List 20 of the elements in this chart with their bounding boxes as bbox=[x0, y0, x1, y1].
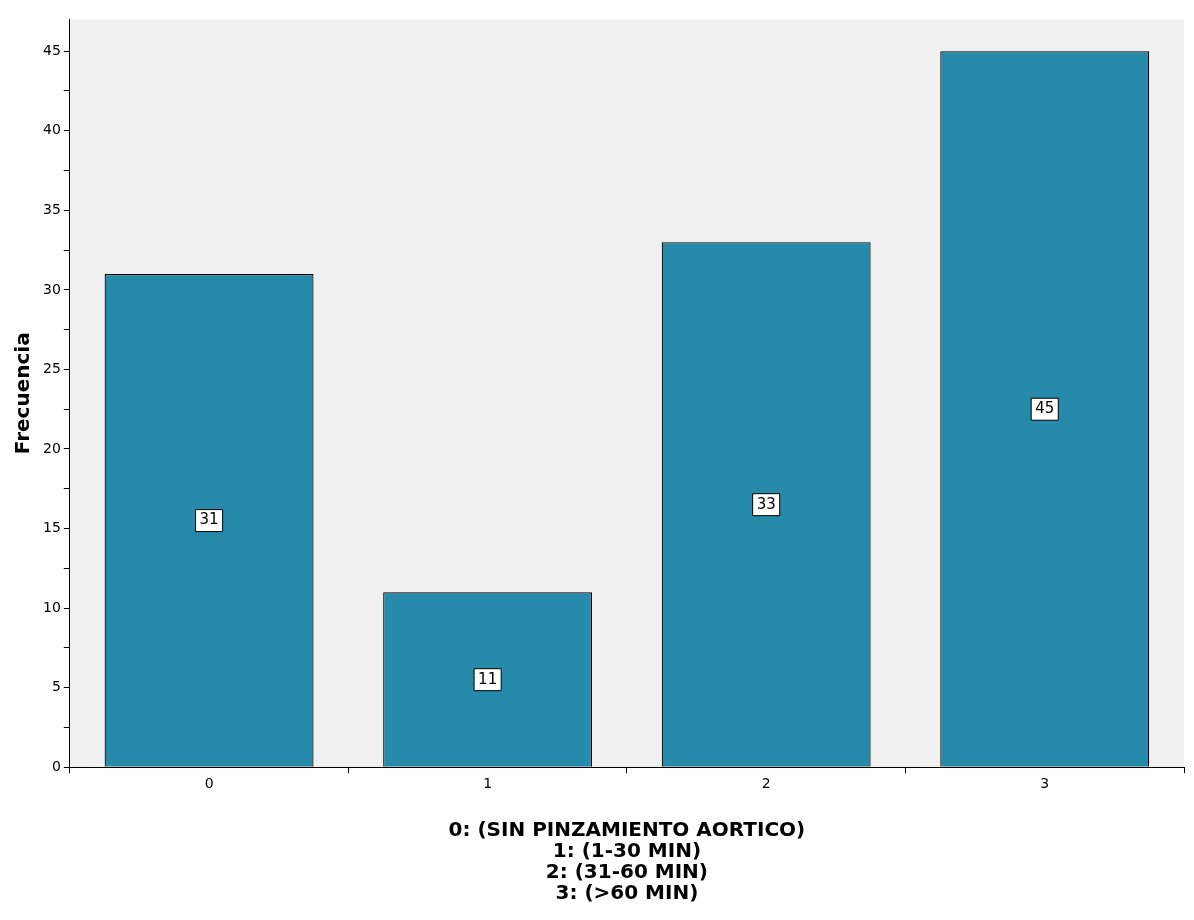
y-tick-label: 10 bbox=[42, 598, 61, 615]
y-tick-label: 20 bbox=[42, 439, 61, 456]
y-tick-label: 5 bbox=[51, 678, 61, 695]
x-tick-label: 2 bbox=[761, 775, 771, 792]
x-tick-label: 3 bbox=[1040, 775, 1050, 792]
y-tick-label: 25 bbox=[42, 360, 61, 377]
data-label: 11 bbox=[478, 669, 498, 688]
x-axis-title: 0: (SIN PINZAMIENTO AORTICO) 1: (1-30 MIN) 2: (31-60 MIN) 3: (>60 MIN) bbox=[448, 816, 806, 904]
y-axis-title: Frecuencia bbox=[10, 332, 35, 455]
data-label: 31 bbox=[199, 510, 219, 529]
y-tick-label: 45 bbox=[42, 41, 61, 58]
y-tick-label: 0 bbox=[51, 757, 61, 774]
x-tick-label: 1 bbox=[483, 775, 493, 792]
data-label: 45 bbox=[1035, 399, 1055, 418]
y-tick-label: 35 bbox=[42, 200, 61, 217]
y-tick-label: 15 bbox=[42, 519, 61, 536]
y-tick-label: 40 bbox=[42, 121, 61, 138]
y-tick-label: 30 bbox=[42, 280, 61, 297]
x-tick-label: 0 bbox=[204, 775, 214, 792]
data-label: 33 bbox=[756, 494, 776, 513]
